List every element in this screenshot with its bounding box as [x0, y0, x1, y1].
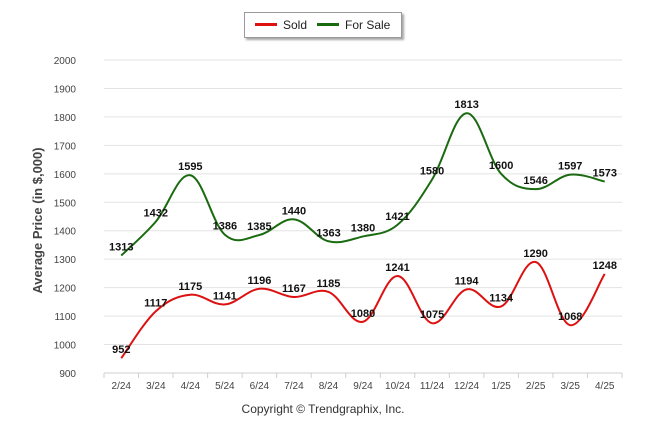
legend-swatch-for-sale — [317, 23, 339, 27]
data-label-sold: 1196 — [247, 275, 271, 287]
x-tick-label: 7/24 — [284, 381, 304, 392]
data-label-sold: 1194 — [455, 275, 480, 287]
x-tick-label: 12/24 — [454, 381, 479, 392]
data-label-sold: 1248 — [592, 260, 616, 272]
x-tick-label: 5/24 — [215, 381, 235, 392]
data-label-sold: 1241 — [385, 262, 409, 274]
x-tick-label: 9/24 — [353, 381, 373, 392]
data-label-sold: 1080 — [351, 308, 375, 320]
data-label-for-sale: 1573 — [592, 168, 616, 180]
data-label-for-sale: 1432 — [144, 208, 168, 220]
y-tick-label: 1200 — [54, 284, 77, 295]
data-label-sold: 952 — [112, 344, 130, 356]
x-tick-label: 8/24 — [319, 381, 339, 392]
axes: 900 1000 1100 1200 1300 1400 1500 1600 1700 1800 1… — [54, 56, 623, 392]
x-tick-label: 2/25 — [526, 381, 546, 392]
data-label-for-sale: 1440 — [282, 205, 306, 217]
y-tick-label: 1900 — [54, 84, 77, 95]
series-line-for-sale — [120, 112, 605, 257]
data-label-sold: 1134 — [489, 292, 514, 304]
legend-swatch-sold — [255, 23, 277, 27]
data-label-sold: 1167 — [282, 283, 306, 295]
data-label-for-sale: 1380 — [351, 222, 375, 234]
y-tick-label: 1600 — [54, 170, 77, 181]
y-tick-label: 1300 — [54, 255, 77, 266]
series-lines — [120, 112, 606, 359]
data-label-for-sale: 1363 — [316, 227, 340, 239]
legend-label-for-sale: For Sale — [345, 18, 391, 32]
x-tick-label: 4/24 — [181, 381, 201, 392]
data-label-sold: 1117 — [144, 297, 167, 309]
legend: Sold For Sale — [244, 12, 402, 38]
x-tick-label: 4/25 — [595, 381, 615, 392]
legend-item-for-sale[interactable]: For Sale — [317, 18, 390, 32]
x-tick-label: 10/24 — [385, 381, 410, 392]
x-tick-label: 11/24 — [420, 381, 445, 392]
data-label-for-sale: 1597 — [558, 161, 582, 173]
x-tick-label: 3/24 — [146, 381, 166, 392]
data-label-for-sale: 1386 — [213, 221, 237, 233]
x-tick-label: 3/25 — [560, 381, 580, 392]
data-label-for-sale: 1385 — [247, 221, 271, 233]
y-axis-title: Average Price (in $,000) — [30, 147, 45, 293]
data-label-for-sale: 1600 — [489, 160, 513, 172]
y-tick-label: 1100 — [54, 312, 76, 323]
data-label-sold: 1141 — [213, 290, 237, 302]
data-label-for-sale: 1313 — [109, 241, 133, 253]
data-label-sold: 1185 — [317, 278, 341, 290]
x-tick-label: 2/24 — [112, 381, 132, 392]
data-label-for-sale: 1595 — [178, 161, 202, 173]
data-label-sold: 1175 — [178, 281, 202, 293]
data-label-for-sale: 1421 — [385, 211, 409, 223]
grid-lines — [104, 59, 622, 374]
y-tick-label: 1400 — [54, 227, 77, 238]
series-line-sold — [120, 261, 606, 359]
data-label-for-sale: 1546 — [523, 175, 547, 187]
data-label-sold: 1068 — [558, 311, 582, 323]
legend-item-sold[interactable]: Sold — [255, 18, 307, 32]
y-tick-label: 1800 — [54, 113, 77, 124]
y-tick-label: 1000 — [54, 341, 77, 352]
data-label-sold: 1075 — [420, 309, 444, 321]
copyright-text: Copyright © Trendgraphix, Inc. — [241, 402, 405, 416]
y-tick-label: 900 — [59, 369, 76, 380]
data-label-for-sale: 1580 — [420, 166, 444, 178]
data-labels: 952 1117 1175 1141 1196 1167 1185 1080 1241 1075 1… — [109, 99, 617, 356]
y-tick-label: 1500 — [54, 198, 77, 209]
x-tick-label: 1/25 — [491, 381, 511, 392]
y-tick-label: 1700 — [54, 141, 77, 152]
data-label-for-sale: 1813 — [454, 99, 478, 111]
data-label-sold: 1290 — [523, 248, 547, 260]
legend-label-sold: Sold — [283, 18, 308, 32]
y-tick-label: 2000 — [54, 56, 77, 67]
x-tick-label: 6/24 — [250, 381, 270, 392]
